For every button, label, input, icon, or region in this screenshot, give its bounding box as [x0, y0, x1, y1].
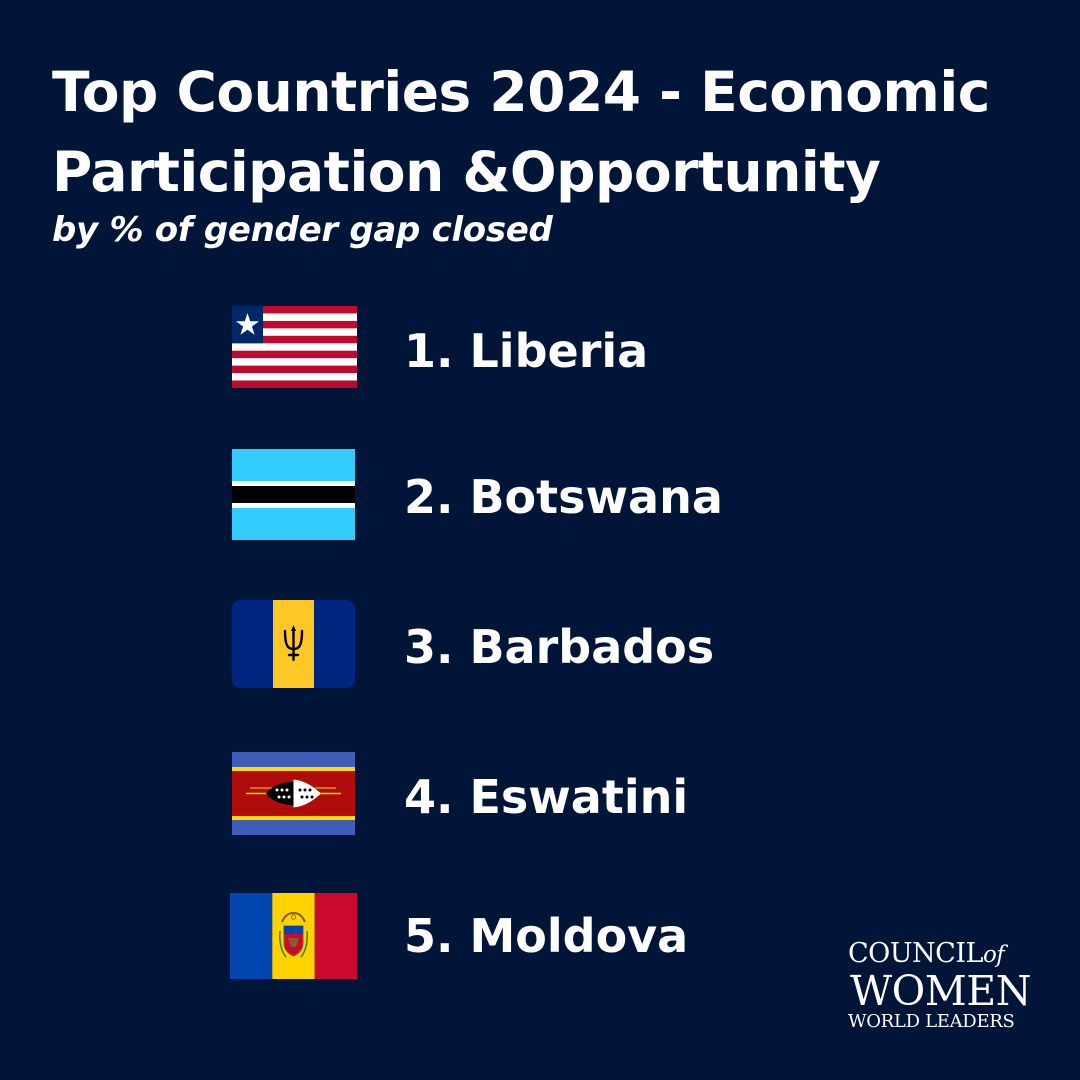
logo-of: of	[982, 942, 1005, 968]
rank-item-moldova: 5. Moldova	[404, 909, 689, 963]
rank-item-liberia: 1. Liberia	[404, 324, 649, 378]
subtitle: by % of gender gap closed	[52, 210, 553, 250]
eswatini-flag-icon	[232, 752, 355, 835]
logo-council: COUNCIL	[848, 938, 983, 969]
logo-line-2: WOMEN	[850, 967, 1032, 1015]
logo-line-3: WORLD LEADERS	[848, 1011, 1015, 1032]
title-line-2: Participation &Opportunity	[52, 140, 881, 204]
page-title: Top Countries 2024 - Economic Participat…	[52, 52, 1052, 212]
moldova-flag-icon	[230, 893, 357, 979]
botswana-flag-icon	[232, 449, 355, 540]
logo-line-1: COUNCILof	[848, 938, 1048, 971]
title-line-1: Top Countries 2024 - Economic	[52, 60, 990, 124]
rank-item-eswatini: 4. Eswatini	[404, 770, 689, 824]
rank-item-botswana: 2. Botswana	[404, 470, 723, 524]
liberia-flag-icon	[232, 306, 357, 388]
council-of-women-world-leaders-logo: COUNCILof WOMEN WORLD LEADERS	[848, 938, 1048, 1033]
rank-item-barbados: 3. Barbados	[404, 620, 715, 674]
barbados-flag-icon	[232, 600, 355, 688]
